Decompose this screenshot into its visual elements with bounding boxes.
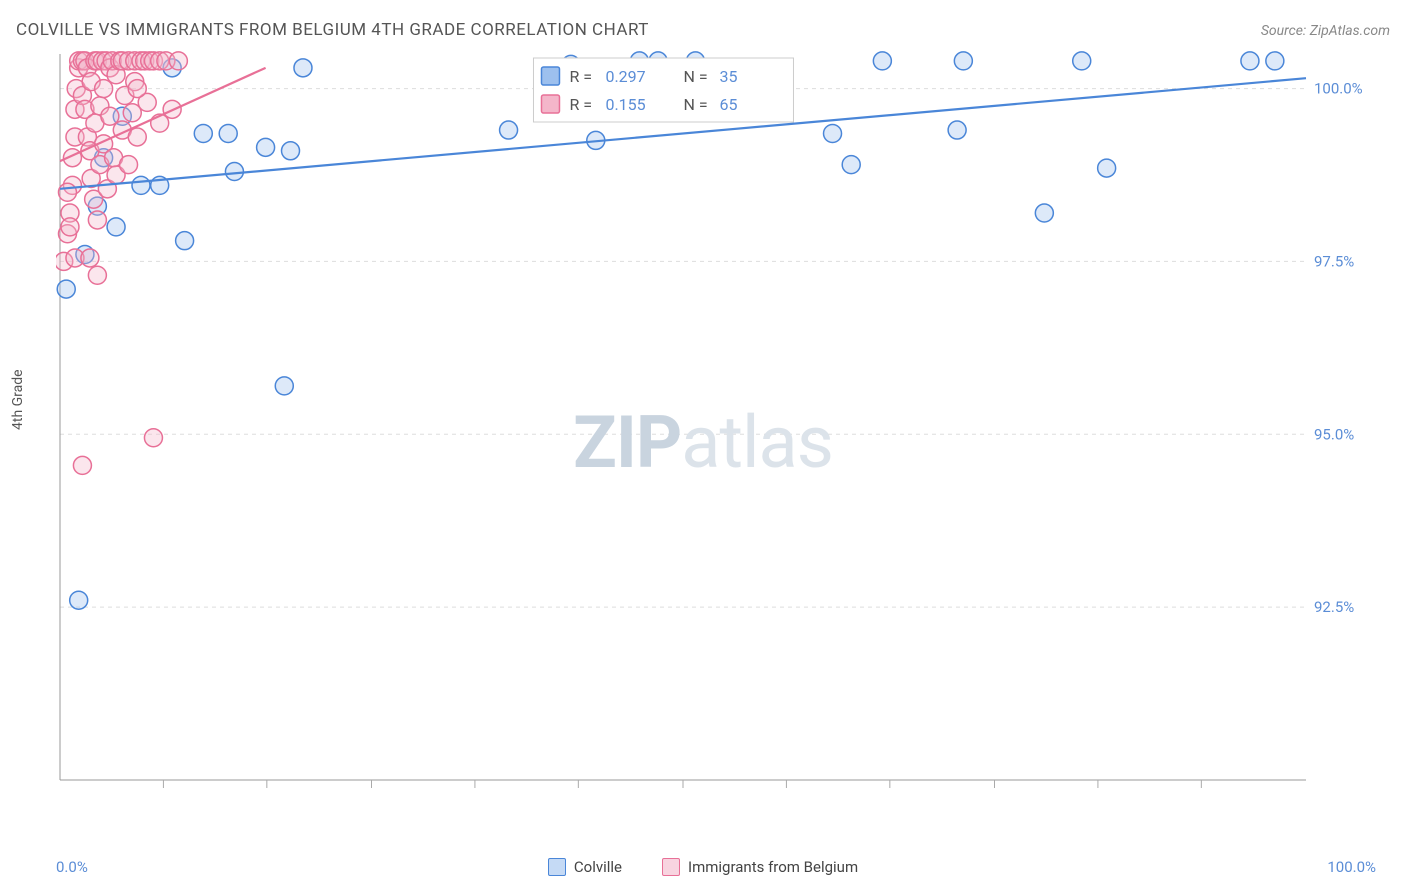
svg-text:R =: R = bbox=[569, 95, 592, 114]
svg-text:65: 65 bbox=[719, 95, 737, 114]
svg-text:R =: R = bbox=[569, 67, 592, 86]
svg-text:0.297: 0.297 bbox=[605, 67, 645, 86]
source-prefix: Source: bbox=[1261, 23, 1310, 39]
legend-item: Immigrants from Belgium bbox=[662, 858, 858, 876]
source-name: ZipAtlas.com bbox=[1310, 23, 1390, 39]
svg-text:N =: N = bbox=[683, 67, 707, 86]
legend-swatch bbox=[662, 858, 680, 876]
legend-swatch bbox=[548, 858, 566, 876]
chart-area: 92.5%95.0%97.5%100.0%R = 0.297N = 35R = … bbox=[56, 50, 1376, 810]
svg-text:95.0%: 95.0% bbox=[1314, 425, 1354, 443]
bottom-legend: Colville Immigrants from Belgium bbox=[0, 858, 1406, 876]
svg-text:N =: N = bbox=[683, 95, 707, 114]
svg-text:97.5%: 97.5% bbox=[1314, 252, 1354, 270]
legend-label: Colville bbox=[574, 858, 622, 876]
svg-text:0.155: 0.155 bbox=[605, 95, 645, 114]
legend-item: Colville bbox=[548, 858, 622, 876]
svg-text:92.5%: 92.5% bbox=[1314, 598, 1354, 616]
y-axis-label: 4th Grade bbox=[10, 369, 26, 430]
svg-text:100.0%: 100.0% bbox=[1314, 80, 1363, 98]
chart-title: COLVILLE VS IMMIGRANTS FROM BELGIUM 4TH … bbox=[16, 20, 649, 40]
source-attribution: Source: ZipAtlas.com bbox=[1261, 23, 1390, 39]
svg-text:35: 35 bbox=[719, 67, 737, 86]
legend-label: Immigrants from Belgium bbox=[688, 858, 858, 876]
scatter-chart-svg: 92.5%95.0%97.5%100.0%R = 0.297N = 35R = … bbox=[56, 50, 1376, 810]
